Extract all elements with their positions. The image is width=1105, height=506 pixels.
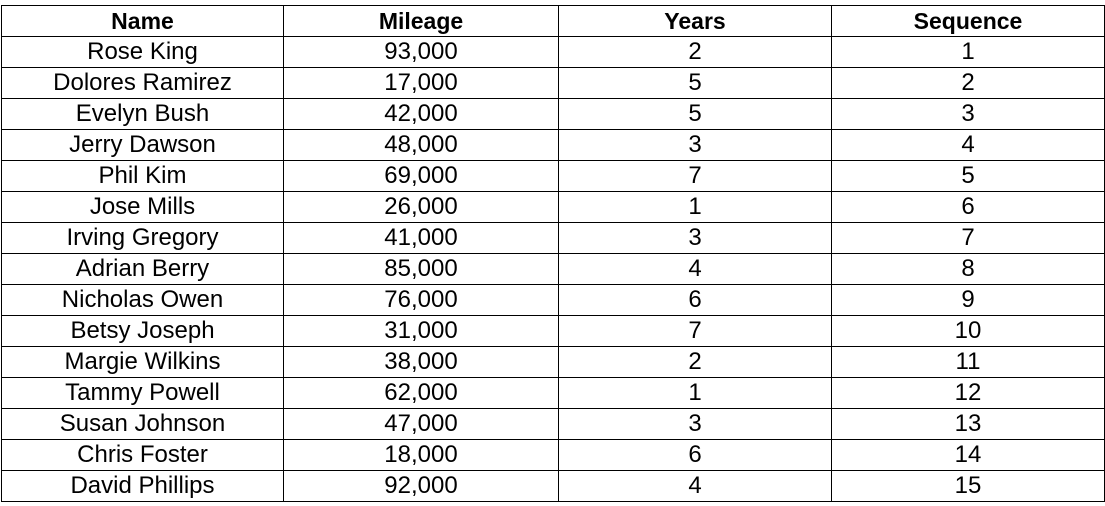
table-row: Adrian Berry 85,000 4 8 [1,253,1105,285]
cell-years: 7 [558,160,832,192]
table-row: Rose King 93,000 2 1 [1,36,1105,68]
table-row: Tammy Powell 62,000 1 12 [1,377,1105,409]
cell-name: Nicholas Owen [1,284,284,316]
cell-mileage: 41,000 [283,222,559,254]
cell-mileage: 42,000 [283,98,559,130]
cell-name: Irving Gregory [1,222,284,254]
cell-years: 6 [558,439,832,471]
table-row: Betsy Joseph 31,000 7 10 [1,315,1105,347]
cell-years: 3 [558,222,832,254]
cell-name: Evelyn Bush [1,98,284,130]
cell-years: 1 [558,191,832,223]
table-row: Nicholas Owen 76,000 6 9 [1,284,1105,316]
cell-mileage: 47,000 [283,408,559,440]
cell-sequence: 6 [831,191,1105,223]
cell-years: 7 [558,315,832,347]
cell-years: 3 [558,129,832,161]
cell-mileage: 26,000 [283,191,559,223]
cell-years: 4 [558,470,832,502]
cell-sequence: 3 [831,98,1105,130]
header-name: Name [1,5,284,37]
cell-mileage: 76,000 [283,284,559,316]
cell-name: Phil Kim [1,160,284,192]
table-row: Margie Wilkins 38,000 2 11 [1,346,1105,378]
cell-sequence: 4 [831,129,1105,161]
cell-name: Adrian Berry [1,253,284,285]
cell-name: Dolores Ramirez [1,67,284,99]
cell-sequence: 1 [831,36,1105,68]
table-row: Irving Gregory 41,000 3 7 [1,222,1105,254]
cell-name: Susan Johnson [1,408,284,440]
table-row: Chris Foster 18,000 6 14 [1,439,1105,471]
cell-mileage: 18,000 [283,439,559,471]
cell-years: 4 [558,253,832,285]
cell-sequence: 5 [831,160,1105,192]
cell-name: Chris Foster [1,439,284,471]
cell-mileage: 92,000 [283,470,559,502]
table-row: Jerry Dawson 48,000 3 4 [1,129,1105,161]
table-row: Dolores Ramirez 17,000 5 2 [1,67,1105,99]
header-years: Years [558,5,832,37]
cell-sequence: 13 [831,408,1105,440]
table-row: David Phillips 92,000 4 15 [1,470,1105,502]
cell-sequence: 15 [831,470,1105,502]
cell-mileage: 31,000 [283,315,559,347]
header-row: Name Mileage Years Sequence [1,5,1105,37]
cell-sequence: 10 [831,315,1105,347]
table-row: Phil Kim 69,000 7 5 [1,160,1105,192]
cell-mileage: 62,000 [283,377,559,409]
cell-mileage: 38,000 [283,346,559,378]
header-mileage: Mileage [283,5,559,37]
cell-name: Jose Mills [1,191,284,223]
cell-sequence: 2 [831,67,1105,99]
cell-sequence: 12 [831,377,1105,409]
cell-name: David Phillips [1,470,284,502]
cell-name: Jerry Dawson [1,129,284,161]
cell-years: 5 [558,98,832,130]
cell-name: Tammy Powell [1,377,284,409]
cell-name: Rose King [1,36,284,68]
cell-name: Betsy Joseph [1,315,284,347]
cell-years: 5 [558,67,832,99]
cell-sequence: 9 [831,284,1105,316]
header-sequence: Sequence [831,5,1105,37]
cell-mileage: 48,000 [283,129,559,161]
cell-name: Margie Wilkins [1,346,284,378]
cell-mileage: 17,000 [283,67,559,99]
table-row: Jose Mills 26,000 1 6 [1,191,1105,223]
cell-years: 1 [558,377,832,409]
cell-mileage: 69,000 [283,160,559,192]
cell-sequence: 14 [831,439,1105,471]
cell-years: 6 [558,284,832,316]
cell-mileage: 85,000 [283,253,559,285]
cell-sequence: 8 [831,253,1105,285]
data-table: Name Mileage Years Sequence Rose King 93… [1,5,1105,502]
table-row: Evelyn Bush 42,000 5 3 [1,98,1105,130]
cell-sequence: 7 [831,222,1105,254]
cell-mileage: 93,000 [283,36,559,68]
cell-sequence: 11 [831,346,1105,378]
cell-years: 2 [558,36,832,68]
table-row: Susan Johnson 47,000 3 13 [1,408,1105,440]
cell-years: 3 [558,408,832,440]
cell-years: 2 [558,346,832,378]
